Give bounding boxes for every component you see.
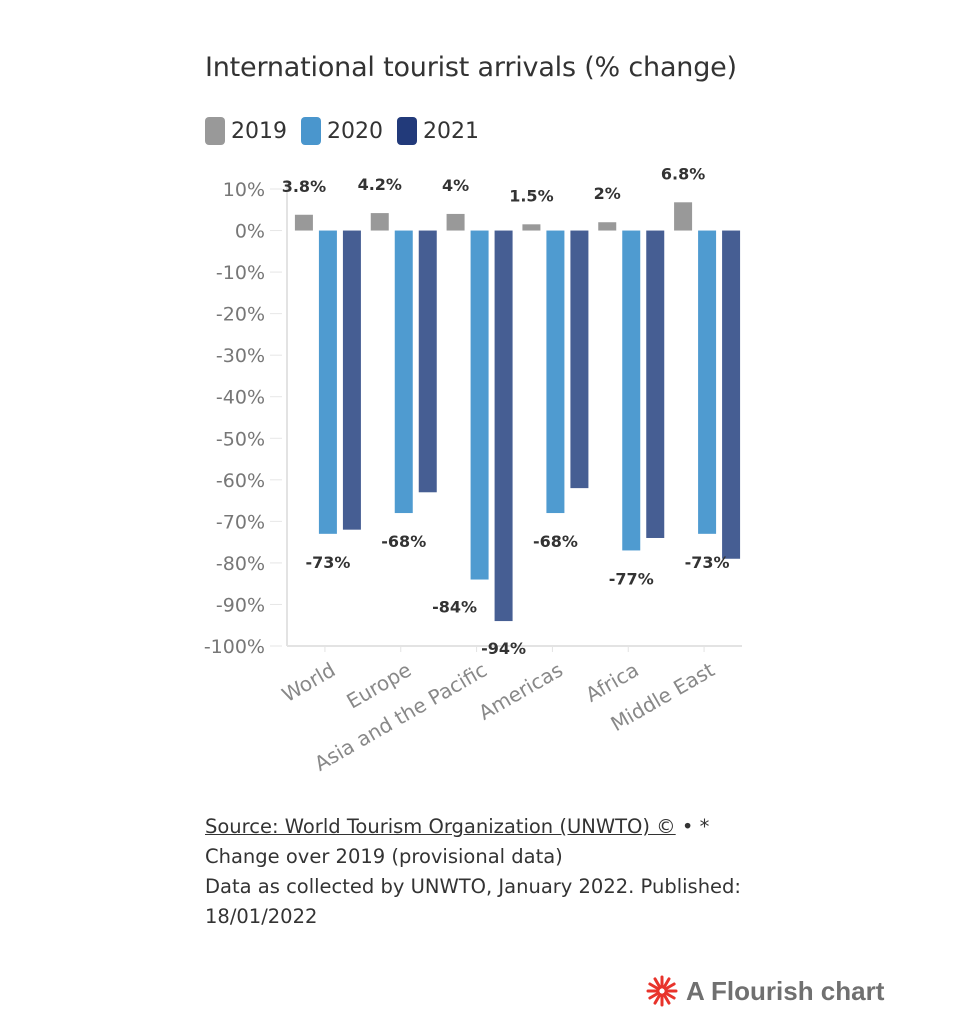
data-label-2020: -68% [381, 532, 426, 551]
logo-ray [662, 992, 671, 1005]
y-tick-label: 10% [223, 179, 265, 201]
logo-ray [663, 982, 676, 991]
x-tick-label: Americas [474, 658, 566, 725]
y-tick-label: -60% [216, 470, 265, 492]
logo-ray [662, 977, 671, 990]
data-label-2021: -94% [481, 639, 526, 658]
flourish-brand-link[interactable]: A Flourish chart [646, 975, 884, 1007]
legend-swatch-2020 [301, 117, 321, 145]
footer-collected: Data as collected by UNWTO, January 2022… [205, 875, 742, 898]
legend-item-2021[interactable]: 2021 [397, 117, 479, 145]
data-label-2019: 3.8% [282, 177, 326, 196]
y-tick-label: -50% [216, 428, 265, 450]
y-tick-label: -90% [216, 594, 265, 616]
bar-2021 [646, 230, 665, 538]
y-tick-label: -10% [216, 262, 265, 284]
chart-footer: Source: World Tourism Organization (UNWT… [205, 812, 765, 932]
bar-2020 [470, 230, 489, 580]
bar-2021 [418, 230, 437, 493]
y-tick-label: -20% [216, 304, 265, 326]
legend-swatch-2019 [205, 117, 225, 145]
flourish-logo-icon [646, 975, 678, 1007]
bar-2021 [342, 230, 361, 530]
data-label-2019: 2% [594, 184, 621, 203]
y-tick-label: -100% [204, 636, 265, 658]
data-label-2019: 6.8% [661, 164, 705, 183]
data-label-2019: 4.2% [358, 175, 402, 194]
bar-2019 [370, 213, 389, 231]
logo-ray [648, 982, 661, 991]
source-link[interactable]: Source: World Tourism Organization (UNWT… [205, 815, 676, 838]
footer-note: Change over 2019 (provisional data) [205, 845, 563, 868]
y-tick-label: 0% [235, 221, 265, 243]
bar-2019 [674, 202, 693, 231]
logo-ray [663, 991, 676, 1000]
data-label-2020: -73% [685, 553, 730, 572]
bar-2020 [622, 230, 641, 551]
bar-2021 [722, 230, 741, 559]
chart-title: International tourist arrivals (% change… [205, 52, 737, 83]
y-tick-label: -70% [216, 511, 265, 533]
data-label-2019: 4% [442, 176, 469, 195]
legend-swatch-2021 [397, 117, 417, 145]
bar-2020 [394, 230, 413, 514]
source-line: Source: World Tourism Organization (UNWT… [205, 812, 765, 842]
logo-ray [653, 992, 662, 1005]
y-tick-label: -30% [216, 345, 265, 367]
bar-2019 [598, 222, 617, 231]
data-label-2020: -73% [305, 553, 350, 572]
bar-2019 [522, 224, 541, 231]
bar-2020 [318, 230, 337, 534]
footer-published: 18/01/2022 [205, 905, 318, 928]
source-suffix: • * [675, 815, 710, 838]
brand-label: A Flourish chart [686, 975, 885, 1006]
legend-item-2020[interactable]: 2020 [301, 117, 383, 145]
bar-2020 [546, 230, 565, 514]
bar-2019 [446, 213, 465, 231]
legend-label-2020: 2020 [327, 118, 383, 144]
bar-2021 [494, 230, 513, 622]
data-label-2020: -84% [432, 598, 477, 617]
logo-ray [653, 977, 662, 990]
data-label-2020: -77% [609, 569, 654, 588]
bar-2019 [294, 214, 313, 231]
data-label-2019: 1.5% [509, 186, 553, 205]
legend: 2019 2020 2021 [205, 117, 479, 145]
data-label-2020: -68% [533, 532, 578, 551]
bar-2020 [698, 230, 717, 534]
legend-item-2019[interactable]: 2019 [205, 117, 287, 145]
y-tick-label: -40% [216, 387, 265, 409]
bar-2021 [570, 230, 589, 489]
legend-label-2021: 2021 [423, 118, 479, 144]
legend-label-2019: 2019 [231, 118, 287, 144]
bar-chart: 10% 0% -10% -20% -30% -40% -50% -60% -70% -80% -90… [204, 164, 742, 776]
y-tick-label: -80% [216, 553, 265, 575]
logo-ray [648, 991, 661, 1000]
x-tick-label: World [278, 658, 340, 707]
